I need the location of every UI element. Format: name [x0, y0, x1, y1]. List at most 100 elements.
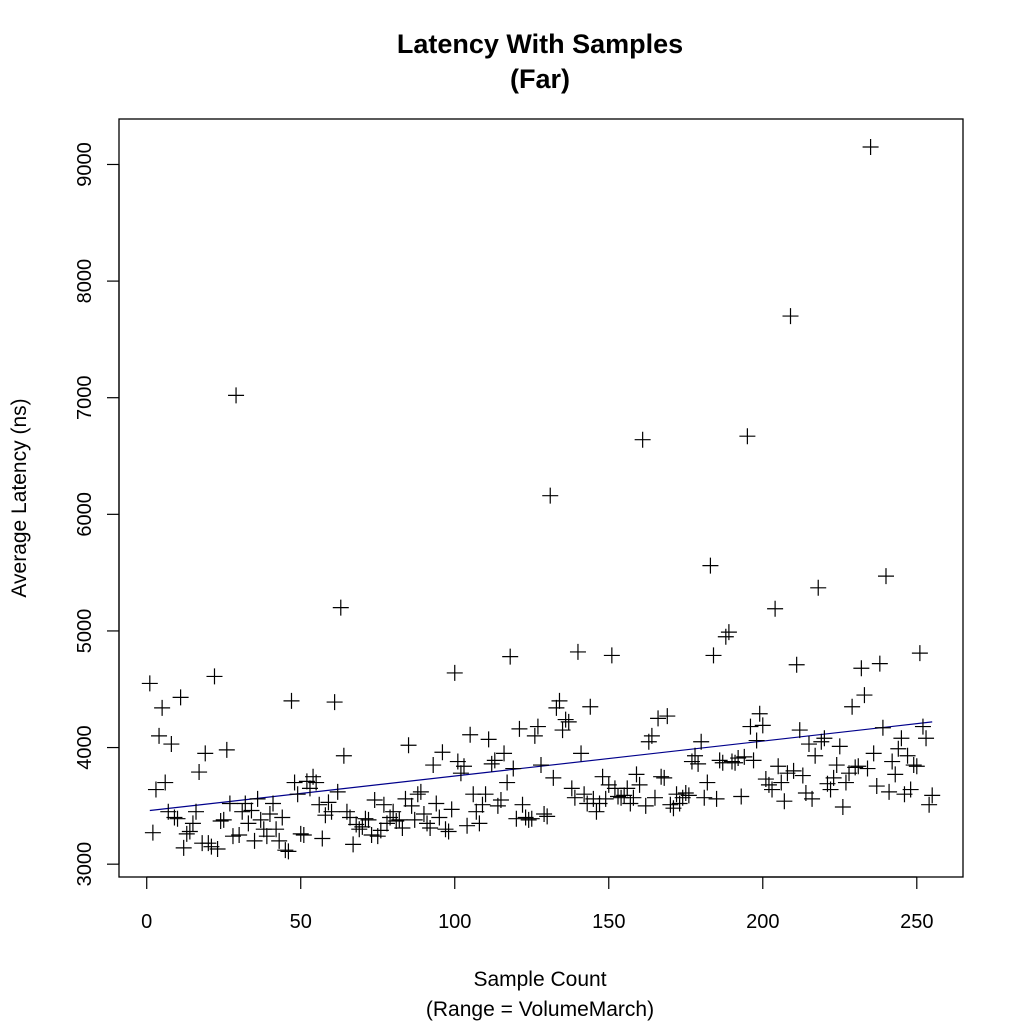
data-point [258, 828, 275, 845]
data-point [449, 753, 466, 770]
data-points [141, 138, 941, 860]
data-point [711, 752, 728, 769]
data-point [908, 758, 925, 775]
data-point [557, 711, 574, 728]
data-point [727, 754, 744, 771]
data-point [736, 748, 753, 765]
data-point [277, 842, 294, 859]
data-point [181, 823, 198, 840]
data-point [286, 774, 303, 791]
y-tick-label: 7000 [74, 375, 96, 420]
data-point [807, 747, 824, 764]
data-point [335, 747, 352, 764]
data-point [918, 730, 935, 747]
data-point [184, 815, 201, 832]
data-point [434, 744, 451, 761]
data-point [480, 731, 497, 748]
data-point [800, 736, 817, 753]
data-point [662, 796, 679, 813]
data-point [631, 776, 648, 793]
data-point [600, 776, 617, 793]
data-point [813, 733, 830, 750]
data-point [859, 760, 876, 777]
data-point [646, 789, 663, 806]
data-point [730, 750, 747, 767]
data-point [428, 795, 445, 812]
data-point [308, 774, 325, 791]
data-point [702, 557, 719, 574]
data-point [144, 824, 161, 841]
y-axis-label: Average Latency (ns) [8, 398, 31, 597]
data-point [163, 736, 180, 753]
data-point [520, 811, 537, 828]
data-point [569, 643, 586, 660]
data-point [610, 788, 627, 805]
data-point [403, 797, 420, 814]
data-point [896, 786, 913, 803]
data-point [289, 786, 306, 803]
data-point [283, 692, 300, 709]
data-point [375, 796, 392, 813]
data-point [745, 752, 762, 769]
data-point [508, 810, 525, 827]
data-point [690, 755, 707, 772]
data-point [643, 727, 660, 744]
chart-title: Latency With Samples [397, 29, 683, 59]
data-point [674, 789, 691, 806]
data-point [628, 766, 645, 783]
data-point [271, 832, 288, 849]
x-tick-label: 150 [592, 911, 625, 933]
data-point [446, 664, 463, 681]
y-tick-label: 3000 [74, 842, 96, 887]
data-point [825, 769, 842, 786]
data-point [388, 813, 405, 830]
y-axis: 3000 4000 5000 6000 7000 8000 9000 [74, 142, 120, 887]
data-point [474, 796, 491, 813]
y-tick-label: 4000 [74, 725, 96, 770]
data-point [440, 823, 457, 840]
data-point [677, 785, 694, 802]
data-point [754, 717, 771, 734]
data-point [576, 786, 593, 803]
data-point [409, 786, 426, 803]
data-point [363, 827, 380, 844]
data-point [372, 822, 389, 839]
data-point [751, 705, 768, 722]
data-point [246, 832, 263, 849]
data-point [197, 745, 214, 762]
data-point [733, 788, 750, 805]
y-tick-label: 9000 [74, 142, 96, 187]
data-point [899, 747, 916, 764]
data-point [810, 579, 827, 596]
data-point [172, 689, 189, 706]
data-point [742, 718, 759, 735]
data-point [708, 790, 725, 807]
data-point [526, 727, 543, 744]
data-point [514, 796, 531, 813]
data-point [696, 789, 713, 806]
data-point [653, 768, 670, 785]
data-point [785, 762, 802, 779]
data-point [594, 768, 611, 785]
data-point [200, 835, 217, 852]
data-point [175, 839, 192, 856]
data-point [566, 789, 583, 806]
x-tick-label: 100 [438, 911, 471, 933]
data-point [209, 841, 226, 858]
data-point [837, 774, 854, 791]
data-point [249, 790, 266, 807]
data-point [804, 790, 821, 807]
data-point [188, 803, 205, 820]
data-point [203, 838, 220, 855]
data-point [298, 773, 315, 790]
data-point [151, 727, 168, 744]
data-point [502, 648, 519, 665]
data-point [345, 836, 362, 853]
x-tick-label: 50 [290, 911, 312, 933]
data-point [791, 722, 808, 739]
data-point [218, 741, 235, 758]
data-point [431, 809, 448, 826]
data-point [215, 811, 232, 828]
x-tick-label: 0 [141, 911, 152, 933]
